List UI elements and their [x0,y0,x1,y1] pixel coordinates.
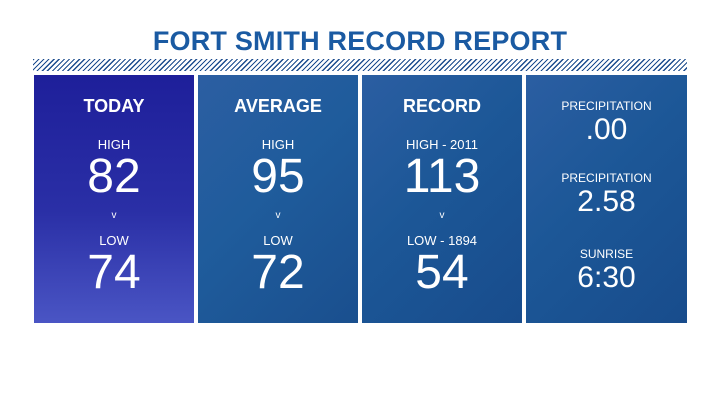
precip-month-label: PRECIPITATION [561,171,652,185]
average-heading: AVERAGE [234,96,322,116]
stats-panel: PRECIPITATION .00 PRECIPITATION 2.58 SUN… [526,75,687,323]
record-heading: RECORD [402,96,481,116]
precip-today-value: .00 [585,113,628,146]
record-separator: v [439,210,445,221]
average-panel: AVERAGE HIGH 95 v LOW 72 [198,75,358,323]
today-low-value: 74 [87,246,141,299]
average-low-value: 72 [251,246,305,299]
record-low-value: 54 [415,246,469,299]
today-panel: TODAY HIGH 82 v LOW 74 [34,75,194,323]
record-high-value: 113 [403,150,481,203]
today-heading: TODAY [83,96,145,116]
today-separator: v [111,210,117,221]
average-separator: v [275,210,281,221]
report-title: FORT SMITH RECORD REPORT [152,26,568,56]
average-high-label: HIGH [261,137,295,152]
sunrise-value: 6:30 [577,261,636,294]
average-high-value: 95 [251,150,305,203]
sunrise-label: SUNRISE [579,247,634,261]
hatched-divider [33,59,687,71]
precip-today-label: PRECIPITATION [561,99,652,113]
record-panel: RECORD HIGH - 2011 113 v LOW - 1894 54 [362,75,522,323]
today-high-label: HIGH [97,137,131,152]
record-low-label: LOW - 1894 [406,233,478,248]
today-high-value: 82 [87,150,141,203]
record-high-label: HIGH - 2011 [405,137,478,152]
today-low-label: LOW [99,233,129,248]
average-low-label: LOW [263,233,293,248]
precip-month-value: 2.58 [577,185,636,218]
